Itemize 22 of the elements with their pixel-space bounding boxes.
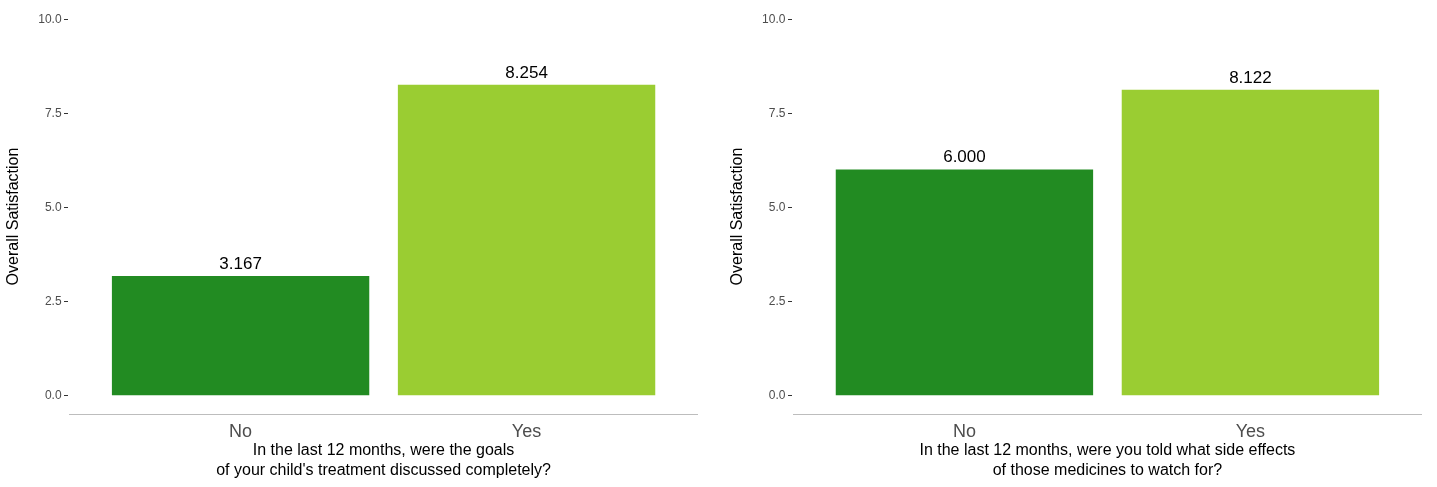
x-tick-label: No (952, 420, 976, 441)
x-tick-label: Yes (1235, 420, 1266, 441)
y-tick-label: 5.0 (768, 200, 786, 215)
y-tick-label: 10.0 (38, 12, 62, 27)
y-tick-label: 7.5 (44, 106, 62, 121)
y-tick-label: 10.0 (762, 12, 786, 27)
y-axis-title: Overall Satisfaction (728, 147, 745, 286)
y-tick-label: 7.5 (768, 106, 786, 121)
y-tick-label: 2.5 (44, 294, 62, 309)
data-label: 8.254 (505, 62, 548, 82)
data-label: 8.122 (1229, 67, 1272, 87)
x-axis-title: In the last 12 months, were you told what side effects of those medicines to watch for? (919, 440, 1296, 479)
x-tick-label: No (229, 420, 253, 441)
x-axis-title: In the last 12 months, were the goals of your child's treatment discussed completely? (216, 440, 552, 479)
y-tick-label: 5.0 (44, 200, 62, 215)
y-tick-label: 0.0 (44, 388, 62, 403)
y-tick-label: 0.0 (768, 388, 786, 403)
y-axis-title: Overall Satisfaction (4, 147, 22, 286)
x-tick-label: Yes (511, 420, 542, 441)
data-label: 3.167 (219, 254, 262, 274)
y-tick-label: 2.5 (768, 294, 786, 309)
data-label: 6.000 (943, 147, 986, 167)
